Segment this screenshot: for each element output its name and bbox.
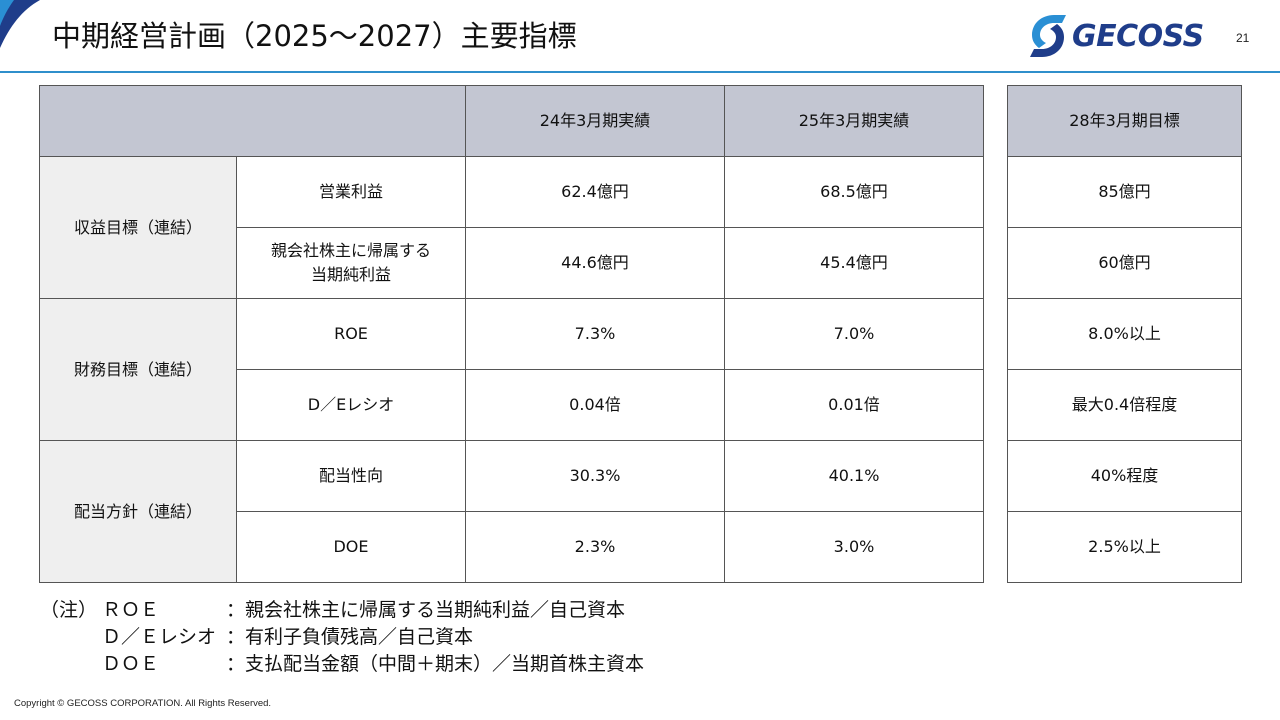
value-cell: 40.1% [724, 440, 984, 512]
target-cell: 8.0%以上 [1007, 298, 1242, 370]
table-row: D／Eレシオ 0.04倍 0.01倍 [40, 369, 984, 441]
note-definition: ：親会社株主に帰属する当期純利益／自己資本 [226, 599, 626, 621]
metric-line: 親会社株主に帰属する [270, 241, 431, 260]
table-row: 85億円 [1007, 156, 1242, 228]
note-term: Ｄ／Ｅレシオ [102, 626, 217, 648]
value-cell: 7.3% [465, 298, 725, 370]
target-cell: 60億円 [1007, 227, 1242, 299]
table-corner-header [39, 85, 466, 157]
value-cell: 44.6億円 [465, 227, 725, 299]
corner-accent [0, 0, 40, 48]
table-row: 2.5%以上 [1007, 511, 1242, 583]
target-cell: 最大0.4倍程度 [1007, 369, 1242, 441]
note-definition: ：有利子負債残高／自己資本 [226, 626, 474, 648]
metric-line: 当期純利益 [310, 265, 391, 284]
value-cell: 7.0% [724, 298, 984, 370]
table-row: 配当方針（連結） 配当性向 30.3% 40.1% [39, 440, 984, 583]
note-term: ＲＯＥ [102, 599, 160, 621]
table-row: 最大0.4倍程度 [1007, 369, 1242, 441]
table-row: 8.0%以上 [1007, 298, 1242, 370]
note-line: Ｄ／Ｅレシオ ：有利子負債残高／自己資本 [40, 624, 644, 651]
logo-wordmark: GECOSS [1072, 18, 1204, 54]
metric-payout-ratio: 配当性向 [236, 440, 466, 512]
table-row: 収益目標（連結） 営業利益 62.4億円 68.5億円 [39, 156, 984, 299]
page-title: 中期経営計画（2025～2027）主要指標 [52, 19, 577, 53]
column-header-target: 28年3月期目標 [1007, 85, 1242, 157]
copyright-notice: Copyright © GECOSS CORPORATION. All Righ… [14, 698, 272, 709]
note-term: ＤＯＥ [102, 653, 160, 675]
note-prefix: （注） [40, 599, 98, 621]
target-cell: 2.5%以上 [1007, 511, 1242, 583]
group-label-financial: 財務目標（連結） [39, 298, 237, 441]
target-table: 28年3月期目標 85億円 60億円 8.0%以上 最大0.4倍程度 40%程度… [1007, 85, 1242, 583]
title-divider [0, 71, 1280, 73]
metric-net-income: 親会社株主に帰属する 当期純利益 [236, 227, 466, 299]
value-cell: 2.3% [465, 511, 725, 583]
value-cell: 0.01倍 [724, 369, 984, 441]
company-logo: GECOSS [1024, 10, 1212, 62]
column-header-fy25: 25年3月期実績 [724, 85, 984, 157]
value-cell: 0.04倍 [465, 369, 725, 441]
footnotes: （注） ＲＯＥ ：親会社株主に帰属する当期純利益／自己資本 Ｄ／Ｅレシオ ：有利… [40, 597, 644, 678]
table-row: DOE 2.3% 3.0% [40, 511, 984, 583]
kpi-table: 24年3月期実績 25年3月期実績 収益目標（連結） 営業利益 62.4億円 6… [39, 85, 984, 583]
value-cell: 3.0% [724, 511, 984, 583]
group-label-earnings: 収益目標（連結） [39, 156, 237, 299]
metric-de-ratio: D／Eレシオ [236, 369, 466, 441]
note-line: ＤＯＥ ：支払配当金額（中間＋期末）／当期首株主資本 [40, 651, 644, 678]
value-cell: 62.4億円 [465, 156, 725, 228]
value-cell: 30.3% [465, 440, 725, 512]
table-row: 親会社株主に帰属する 当期純利益 44.6億円 45.4億円 [40, 227, 984, 299]
group-label-dividend: 配当方針（連結） [39, 440, 237, 583]
table-row: 財務目標（連結） ROE 7.3% 7.0% [39, 298, 984, 441]
table-row: 60億円 [1007, 227, 1242, 299]
table-row: 40%程度 [1007, 440, 1242, 512]
note-line: （注） ＲＯＥ ：親会社株主に帰属する当期純利益／自己資本 [40, 597, 644, 624]
value-cell: 45.4億円 [724, 227, 984, 299]
gecoss-logo-icon [1030, 15, 1066, 57]
page-number: 21 [1236, 31, 1250, 45]
target-cell: 85億円 [1007, 156, 1242, 228]
value-cell: 68.5億円 [724, 156, 984, 228]
metric-doe: DOE [236, 511, 466, 583]
metric-roe: ROE [236, 298, 466, 370]
note-definition: ：支払配当金額（中間＋期末）／当期首株主資本 [226, 653, 645, 675]
target-cell: 40%程度 [1007, 440, 1242, 512]
column-header-fy24: 24年3月期実績 [465, 85, 725, 157]
metric-operating-profit: 営業利益 [236, 156, 466, 228]
